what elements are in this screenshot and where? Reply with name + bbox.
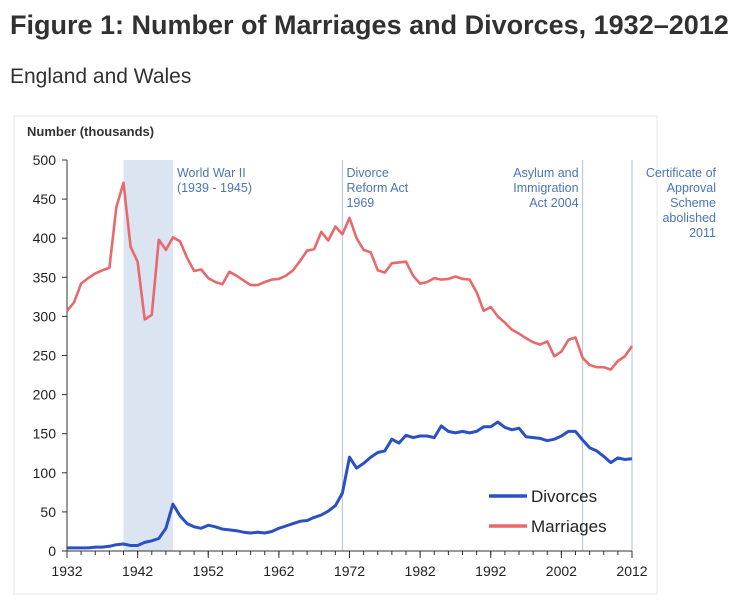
annotation-line: Immigration	[513, 181, 578, 195]
figure-title: Figure 1: Number of Marriages and Divorc…	[10, 10, 729, 40]
annotation-line: Reform Act	[346, 181, 408, 195]
annotation-line: 2011	[689, 226, 716, 240]
series-line-marriages	[65, 181, 634, 371]
series-line-divorces	[67, 420, 633, 550]
figure-subtitle: England and Wales	[10, 65, 192, 88]
annotation-line: Asylum and	[513, 166, 578, 180]
annotation-line: Act 2004	[529, 196, 578, 210]
x-tick-label: 1952	[193, 563, 224, 579]
annotation-line: 1969	[346, 196, 374, 210]
x-tick-label: 1972	[334, 563, 365, 579]
annotation-line: Divorce	[346, 166, 388, 180]
legend-label-divorces: Divorces	[531, 487, 597, 506]
annotation-line: Approval	[667, 181, 716, 195]
annotation-line: World War II	[177, 166, 246, 180]
annotation-line: Scheme	[670, 196, 716, 210]
annotation-line: abolished	[662, 211, 716, 225]
annotation-divorce-reform: Divorce Reform Act 1969	[346, 166, 408, 210]
annotation-asylum: Asylum and Immigration Act 2004	[513, 166, 578, 210]
x-tick-label: 1962	[263, 563, 294, 579]
y-tick-label: 250	[33, 348, 57, 364]
y-tick-label: 50	[40, 504, 56, 520]
x-tick-label: 1982	[405, 563, 436, 579]
x-tick-label: 1942	[122, 563, 153, 579]
x-tick-label: 1992	[475, 563, 506, 579]
y-tick-label: 300	[33, 308, 57, 324]
y-tick-label: 500	[33, 152, 57, 168]
x-tick-label: 1932	[51, 563, 82, 579]
annotation-line: Certificate of	[646, 166, 717, 180]
y-tick-label: 200	[33, 387, 57, 403]
annotation-line: (1939 - 1945)	[177, 181, 252, 195]
y-tick-label: 450	[33, 191, 57, 207]
y-tick-label: 350	[33, 269, 57, 285]
annotation-coa: Certificate of Approval Scheme abolished 201…	[646, 166, 717, 240]
y-axis-label: Number (thousands)	[27, 124, 154, 139]
x-tick-label: 2012	[616, 563, 647, 579]
annotation-band-ww2	[123, 160, 173, 551]
legend-label-marriages: Marriages	[531, 517, 607, 536]
y-tick-label: 150	[33, 426, 57, 442]
y-tick-label: 0	[48, 543, 56, 559]
x-tick-label: 2002	[546, 563, 577, 579]
y-tick-label: 400	[33, 230, 57, 246]
chart-frame	[13, 115, 658, 595]
y-tick-label: 100	[33, 465, 57, 481]
annotation-ww2: World War II (1939 - 1945)	[177, 166, 252, 195]
